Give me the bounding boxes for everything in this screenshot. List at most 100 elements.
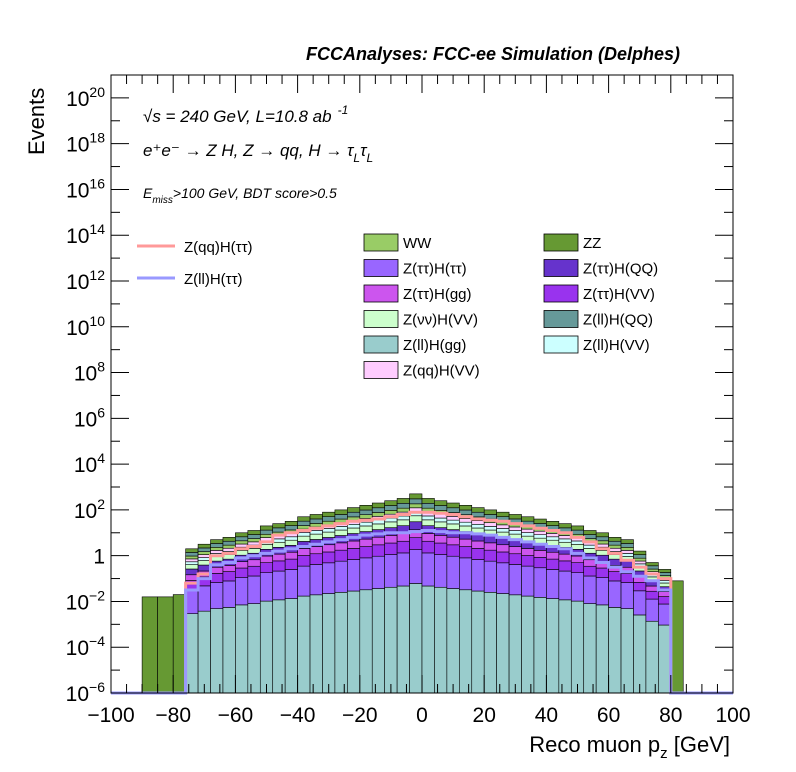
bar-2-bin-24 xyxy=(421,540,435,554)
bar-7-bin-39 xyxy=(608,547,622,552)
bar-0-bin-42 xyxy=(645,620,659,694)
legend-label: WW xyxy=(403,235,432,252)
bar-3-bin-29 xyxy=(483,542,497,551)
bar-3-bin-10 xyxy=(247,559,261,567)
bar-10-bin-6 xyxy=(197,543,211,549)
bar-8-bin-8 xyxy=(222,544,236,549)
bar-0-bin-28 xyxy=(471,590,485,694)
bar-6-bin-32 xyxy=(521,532,535,537)
bar-1-bin-42 xyxy=(645,598,659,622)
bar-10-bin-40 xyxy=(620,539,634,544)
legend-label: Z(qq)H(VV) xyxy=(403,363,480,380)
bar-4-bin-39 xyxy=(608,558,622,566)
bar-5-bin-8 xyxy=(222,554,236,560)
bar-9-bin-10 xyxy=(247,534,261,539)
bar-3-bin-15 xyxy=(309,546,323,555)
bar-10-bin-35 xyxy=(558,523,572,529)
bar-8-bin-41 xyxy=(633,557,647,562)
bar-10-bin-4 xyxy=(172,594,186,694)
bar-0-bin-17 xyxy=(334,591,348,694)
bar-6-bin-18 xyxy=(347,523,361,529)
bar-9-bin-26 xyxy=(446,507,460,513)
bar-3-bin-32 xyxy=(521,548,535,556)
bar-0-bin-31 xyxy=(508,594,522,694)
bar-2-bin-28 xyxy=(471,548,485,560)
bar-5-bin-21 xyxy=(384,521,398,528)
bar-5-bin-25 xyxy=(434,521,448,528)
bar-9-bin-12 xyxy=(272,527,286,533)
bar-10-bin-11 xyxy=(259,525,274,531)
y-tick-label: 10−6 xyxy=(66,679,106,706)
bar-2-bin-26 xyxy=(446,544,460,557)
bar-9-bin-24 xyxy=(421,503,435,509)
legend-swatch xyxy=(363,233,399,252)
legend-label: Z(ττ)H(VV) xyxy=(583,286,655,303)
bar-3-bin-34 xyxy=(546,551,560,560)
bar-10-bin-33 xyxy=(533,518,547,524)
bar-1-bin-30 xyxy=(496,562,510,594)
bar-10-bin-10 xyxy=(247,530,261,535)
bar-10-bin-21 xyxy=(384,500,398,506)
y-tick-label: 1014 xyxy=(66,221,105,248)
bar-9-bin-18 xyxy=(347,511,361,518)
bar-9-bin-43 xyxy=(658,572,672,576)
bar-2-bin-39 xyxy=(608,571,622,582)
bar-7-bin-6 xyxy=(197,554,211,558)
bar-5-bin-34 xyxy=(546,539,560,546)
x-tick-label: 20 xyxy=(473,704,496,727)
bar-0-bin-20 xyxy=(371,588,385,694)
bar-10-bin-37 xyxy=(583,530,597,535)
bar-4-bin-38 xyxy=(595,554,609,562)
bar-7-bin-29 xyxy=(483,522,497,527)
bar-6-bin-21 xyxy=(384,517,398,523)
bar-1-bin-43 xyxy=(658,603,672,626)
bar-10-bin-28 xyxy=(471,507,485,513)
bar-10-bin-14 xyxy=(297,516,311,522)
bar-1-bin-16 xyxy=(322,562,336,594)
x-tick-label: 40 xyxy=(535,704,558,727)
bar-5-bin-16 xyxy=(322,531,336,538)
bar-5-bin-36 xyxy=(570,543,585,550)
bar-0-bin-25 xyxy=(434,586,448,694)
bar-5-bin-43 xyxy=(658,582,672,588)
bar-0-bin-26 xyxy=(446,588,460,694)
bar-9-bin-7 xyxy=(210,543,224,548)
bar-1-bin-34 xyxy=(546,569,560,599)
bar-5-bin-23 xyxy=(409,515,423,523)
bar-3-bin-16 xyxy=(322,544,336,553)
bar-1-bin-25 xyxy=(434,554,448,588)
legend-label: Z(ττ)H(ττ) xyxy=(403,261,467,278)
y-tick-label: 1012 xyxy=(66,267,105,294)
bar-4-bin-29 xyxy=(483,535,497,544)
legend-label: Z(νν)H(VV) xyxy=(403,312,478,329)
bar-1-bin-14 xyxy=(297,565,311,597)
bar-3-bin-42 xyxy=(645,585,659,592)
bar-2-bin-34 xyxy=(546,558,560,570)
bar-6-bin-33 xyxy=(533,534,547,539)
x-tick-label: 100 xyxy=(715,704,750,727)
legend-label: Z(ττ)H(gg) xyxy=(403,286,472,303)
bar-0-bin-32 xyxy=(521,595,535,694)
bar-10-bin-38 xyxy=(595,532,609,538)
bar-8-bin-7 xyxy=(210,547,224,551)
bar-3-bin-33 xyxy=(533,550,547,558)
bar-7-bin-33 xyxy=(533,530,547,535)
line-series-0 xyxy=(111,510,733,695)
legend-swatch xyxy=(543,233,579,252)
bar-1-bin-23 xyxy=(409,549,423,584)
bar-9-bin-9 xyxy=(235,536,249,542)
y-tick-label: 108 xyxy=(74,359,105,386)
legend-label: Z(ll)H(VV) xyxy=(583,337,650,354)
bar-0-bin-15 xyxy=(309,594,323,694)
bar-2-bin-32 xyxy=(521,555,535,567)
bar-8-bin-19 xyxy=(359,514,373,519)
bar-3-bin-24 xyxy=(421,533,435,542)
bar-6-bin-37 xyxy=(583,544,597,549)
bar-2-bin-9 xyxy=(235,567,249,578)
legend-swatch xyxy=(363,361,399,379)
bar-10-bin-39 xyxy=(608,537,622,542)
bar-1-bin-17 xyxy=(334,560,348,593)
bar-2-bin-37 xyxy=(583,565,597,577)
bar-2-bin-10 xyxy=(247,565,261,577)
bar-3-bin-12 xyxy=(272,553,286,562)
